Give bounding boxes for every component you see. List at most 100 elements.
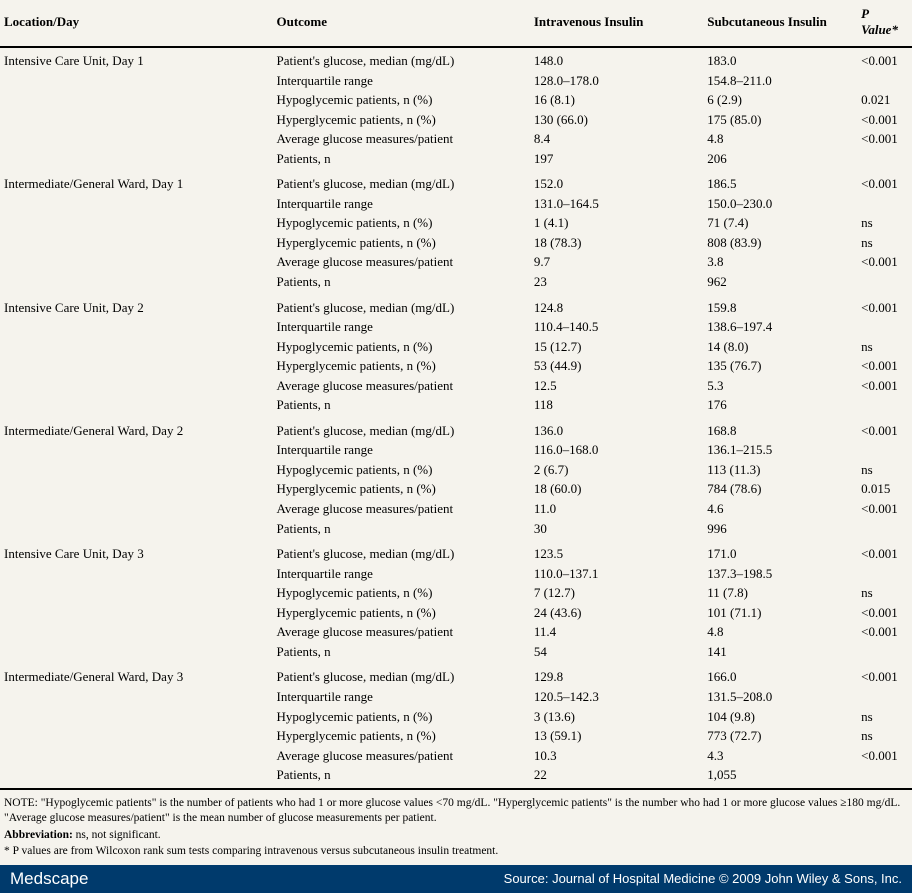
cell-pvalue [857, 194, 912, 214]
cell-sc: 784 (78.6) [703, 479, 857, 499]
cell-iv: 1 (4.1) [530, 213, 703, 233]
cell-pvalue [857, 272, 912, 295]
table-row: Average glucose measures/patient11.44.8<… [0, 622, 912, 642]
cell-location [0, 110, 272, 130]
cell-iv: 136.0 [530, 418, 703, 441]
table-row: Patients, n23962 [0, 272, 912, 295]
cell-location [0, 642, 272, 665]
table-row: Hyperglycemic patients, n (%)24 (43.6)10… [0, 603, 912, 623]
cell-iv: 9.7 [530, 252, 703, 272]
cell-location [0, 687, 272, 707]
cell-location [0, 129, 272, 149]
cell-location: Intensive Care Unit, Day 3 [0, 541, 272, 564]
cell-sc: 137.3–198.5 [703, 564, 857, 584]
cell-sc: 150.0–230.0 [703, 194, 857, 214]
cell-location [0, 395, 272, 418]
header-iv: Intravenous Insulin [530, 0, 703, 47]
cell-outcome: Interquartile range [272, 687, 529, 707]
header-pvalue: P Value* [857, 0, 912, 47]
cell-pvalue: <0.001 [857, 47, 912, 71]
table-row: Hyperglycemic patients, n (%)18 (60.0)78… [0, 479, 912, 499]
cell-location [0, 603, 272, 623]
cell-sc: 4.6 [703, 499, 857, 519]
table-row: Patients, n30996 [0, 519, 912, 542]
table-row: Intensive Care Unit, Day 1Patient's gluc… [0, 47, 912, 71]
cell-outcome: Patients, n [272, 765, 529, 788]
cell-outcome: Hyperglycemic patients, n (%) [272, 603, 529, 623]
cell-location [0, 564, 272, 584]
cell-outcome: Patient's glucose, median (mg/dL) [272, 541, 529, 564]
source-citation: Source: Journal of Hospital Medicine © 2… [504, 871, 902, 886]
cell-outcome: Hyperglycemic patients, n (%) [272, 110, 529, 130]
cell-sc: 206 [703, 149, 857, 172]
table-row: Intensive Care Unit, Day 2Patient's gluc… [0, 295, 912, 318]
cell-location [0, 149, 272, 172]
cell-iv: 30 [530, 519, 703, 542]
cell-sc: 168.8 [703, 418, 857, 441]
cell-pvalue: <0.001 [857, 499, 912, 519]
cell-location [0, 622, 272, 642]
table-row: Hypoglycemic patients, n (%)1 (4.1)71 (7… [0, 213, 912, 233]
table-row: Hypoglycemic patients, n (%)2 (6.7)113 (… [0, 460, 912, 480]
cell-outcome: Interquartile range [272, 564, 529, 584]
cell-location [0, 499, 272, 519]
cell-location [0, 213, 272, 233]
cell-sc: 135 (76.7) [703, 356, 857, 376]
cell-pvalue: <0.001 [857, 356, 912, 376]
table-row: Patients, n54141 [0, 642, 912, 665]
cell-location [0, 71, 272, 91]
cell-sc: 11 (7.8) [703, 583, 857, 603]
cell-iv: 22 [530, 765, 703, 788]
cell-location: Intermediate/General Ward, Day 1 [0, 171, 272, 194]
cell-pvalue: <0.001 [857, 541, 912, 564]
cell-location: Intermediate/General Ward, Day 3 [0, 664, 272, 687]
cell-sc: 4.3 [703, 746, 857, 766]
cell-sc: 131.5–208.0 [703, 687, 857, 707]
cell-iv: 110.4–140.5 [530, 317, 703, 337]
cell-sc: 5.3 [703, 376, 857, 396]
cell-pvalue [857, 149, 912, 172]
cell-iv: 118 [530, 395, 703, 418]
cell-sc: 176 [703, 395, 857, 418]
cell-outcome: Average glucose measures/patient [272, 376, 529, 396]
table-row: Hyperglycemic patients, n (%)13 (59.1)77… [0, 726, 912, 746]
table-row: Intermediate/General Ward, Day 3Patient'… [0, 664, 912, 687]
cell-location [0, 726, 272, 746]
cell-iv: 15 (12.7) [530, 337, 703, 357]
cell-iv: 18 (60.0) [530, 479, 703, 499]
cell-sc: 138.6–197.4 [703, 317, 857, 337]
cell-outcome: Average glucose measures/patient [272, 499, 529, 519]
cell-pvalue: ns [857, 707, 912, 727]
cell-sc: 4.8 [703, 129, 857, 149]
cell-outcome: Patients, n [272, 272, 529, 295]
abbrev-text: ns, not significant. [73, 829, 161, 841]
cell-outcome: Patients, n [272, 395, 529, 418]
cell-pvalue: ns [857, 337, 912, 357]
brand-logo: Medscape [10, 869, 88, 889]
cell-sc: 113 (11.3) [703, 460, 857, 480]
note-pvalue: * P values are from Wilcoxon rank sum te… [4, 844, 908, 860]
glucose-table: Location/Day Outcome Intravenous Insulin… [0, 0, 912, 788]
cell-pvalue: <0.001 [857, 746, 912, 766]
table-row: Interquartile range116.0–168.0136.1–215.… [0, 440, 912, 460]
table-row: Hyperglycemic patients, n (%)130 (66.0)1… [0, 110, 912, 130]
cell-location [0, 583, 272, 603]
table-row: Intensive Care Unit, Day 3Patient's gluc… [0, 541, 912, 564]
cell-sc: 1,055 [703, 765, 857, 788]
cell-iv: 53 (44.9) [530, 356, 703, 376]
cell-iv: 131.0–164.5 [530, 194, 703, 214]
cell-pvalue: <0.001 [857, 664, 912, 687]
cell-outcome: Hypoglycemic patients, n (%) [272, 707, 529, 727]
table-notes: NOTE: "Hypoglycemic patients" is the num… [0, 790, 912, 863]
cell-outcome: Hyperglycemic patients, n (%) [272, 726, 529, 746]
cell-sc: 183.0 [703, 47, 857, 71]
table-row: Hypoglycemic patients, n (%)16 (8.1)6 (2… [0, 90, 912, 110]
cell-pvalue [857, 642, 912, 665]
header-sc: Subcutaneous Insulin [703, 0, 857, 47]
cell-location: Intermediate/General Ward, Day 2 [0, 418, 272, 441]
cell-location [0, 356, 272, 376]
cell-location: Intensive Care Unit, Day 2 [0, 295, 272, 318]
cell-iv: 123.5 [530, 541, 703, 564]
table-row: Intermediate/General Ward, Day 2Patient'… [0, 418, 912, 441]
cell-sc: 159.8 [703, 295, 857, 318]
